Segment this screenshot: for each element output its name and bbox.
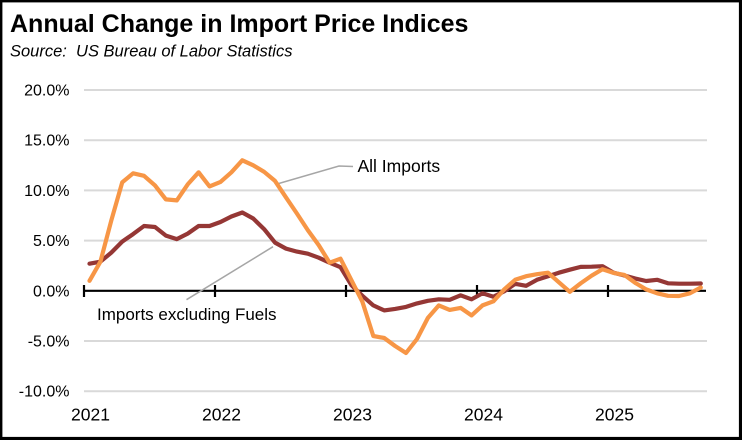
svg-text:2024: 2024 bbox=[464, 405, 503, 425]
svg-text:Imports excluding Fuels: Imports excluding Fuels bbox=[97, 305, 277, 324]
svg-text:Source: US Bureau of Labor St: Source: US Bureau of Labor Statistics bbox=[10, 43, 292, 61]
svg-text:2025: 2025 bbox=[595, 405, 634, 425]
svg-text:2021: 2021 bbox=[71, 405, 110, 425]
svg-text:15.0%: 15.0% bbox=[24, 133, 69, 150]
svg-text:0.0%: 0.0% bbox=[33, 283, 69, 300]
svg-text:10.0%: 10.0% bbox=[24, 183, 69, 200]
svg-text:5.0%: 5.0% bbox=[33, 233, 69, 250]
svg-text:20.0%: 20.0% bbox=[24, 83, 69, 100]
svg-text:-10.0%: -10.0% bbox=[19, 384, 70, 401]
svg-text:2022: 2022 bbox=[202, 405, 241, 425]
svg-text:Annual Change in Import Price: Annual Change in Import Price Indices bbox=[10, 10, 468, 38]
svg-text:All Imports: All Imports bbox=[358, 156, 441, 176]
svg-text:2023: 2023 bbox=[333, 405, 372, 425]
svg-text:-5.0%: -5.0% bbox=[28, 334, 70, 351]
